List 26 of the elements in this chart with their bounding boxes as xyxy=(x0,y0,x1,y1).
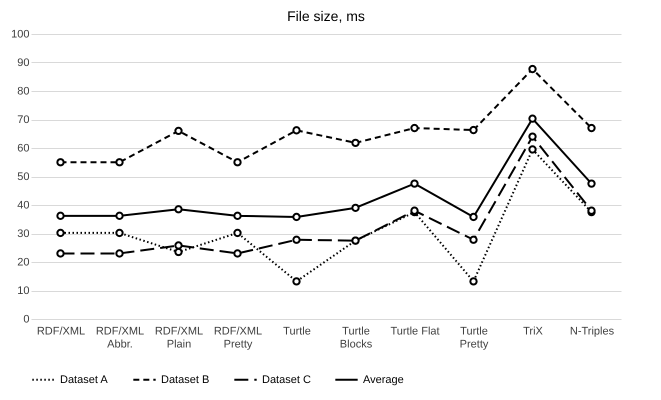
y-tick-label: 60 xyxy=(17,142,30,154)
y-tick-label: 90 xyxy=(17,57,30,69)
y-tick-label: 0 xyxy=(23,314,30,326)
x-tick-label: Turtle Flat xyxy=(390,326,440,338)
x-tick-label: RDF/XML Plain xyxy=(154,326,204,350)
x-tick-label: RDF/XML Abbr. xyxy=(96,326,144,350)
legend-label: Dataset A xyxy=(60,374,108,386)
legend-label: Average xyxy=(363,374,404,386)
y-tick-label: 30 xyxy=(17,228,30,240)
x-tick-label: TriX xyxy=(523,326,544,338)
y-tick-label: 40 xyxy=(17,200,30,212)
y-tick-label: 50 xyxy=(17,171,30,183)
y-tick-label: 20 xyxy=(17,256,30,268)
x-tick-label: RDF/XML xyxy=(36,326,86,338)
legend-label: Dataset C xyxy=(262,374,311,386)
legend-label: Dataset B xyxy=(161,374,210,386)
chart-title: File size, ms xyxy=(287,8,365,24)
y-tick-label: 10 xyxy=(17,285,30,297)
x-tick-label: N-Triples xyxy=(570,326,615,338)
y-tick-label: 100 xyxy=(11,28,30,40)
x-tick-label: Turtle Blocks xyxy=(340,326,373,350)
x-tick-label: Turtle Pretty xyxy=(460,326,489,350)
y-tick-label: 70 xyxy=(17,114,30,126)
y-tick-label: 80 xyxy=(17,86,30,98)
x-tick-label: RDF/XML Pretty xyxy=(214,326,262,350)
x-tick-label: Turtle xyxy=(283,326,311,338)
